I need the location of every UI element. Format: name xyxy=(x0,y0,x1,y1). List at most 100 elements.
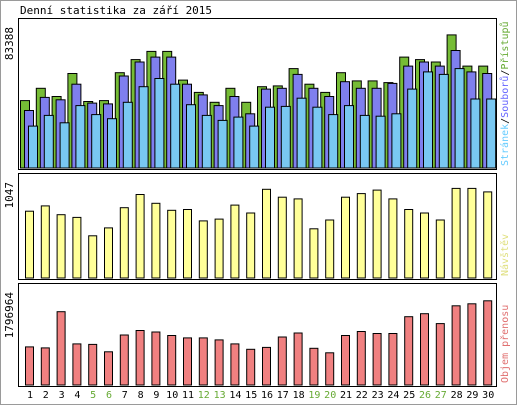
transfer-bar-objem-p-enosu-19 xyxy=(309,347,319,386)
traffic-bar-str-nek-1 xyxy=(28,125,38,169)
traffic-bar-str-nek-14 xyxy=(233,116,244,169)
traffic-bar-str-nek-11 xyxy=(186,104,196,169)
x-tick-label-14: 14 xyxy=(229,390,241,401)
x-tick-label-20: 20 xyxy=(324,390,336,401)
traffic-bar-str-nek-12 xyxy=(201,114,212,169)
visitors-bar-n-v-t-v-12 xyxy=(198,220,208,279)
x-tick-label-1: 1 xyxy=(27,390,33,401)
transfer-bar-objem-p-enosu-14 xyxy=(230,343,240,386)
traffic-bar-str-nek-30 xyxy=(486,98,497,169)
traffic-bar-str-nek-8 xyxy=(138,86,149,169)
transfer-bar-objem-p-enosu-9 xyxy=(151,331,161,386)
traffic-bar-str-nek-16 xyxy=(265,106,275,169)
visitors-bar-n-v-t-v-17 xyxy=(277,196,287,279)
x-tick-label-10: 10 xyxy=(166,390,178,401)
transfer-bar-objem-p-enosu-29 xyxy=(467,303,477,386)
traffic-bar-str-nek-25 xyxy=(407,88,418,169)
transfer-bar-objem-p-enosu-24 xyxy=(388,333,398,386)
x-tick-label-7: 7 xyxy=(122,390,128,401)
traffic-bar-str-nek-29 xyxy=(470,98,481,169)
x-tick-label-26: 26 xyxy=(419,390,431,401)
traffic-bar-str-nek-22 xyxy=(359,114,370,169)
transfer-bar-objem-p-enosu-3 xyxy=(56,311,66,386)
transfer-bar-objem-p-enosu-7 xyxy=(119,334,129,386)
transfer-bar-objem-p-enosu-1 xyxy=(25,346,34,386)
visitors-bar-n-v-t-v-7 xyxy=(119,207,129,279)
transfer-bar-objem-p-enosu-17 xyxy=(277,336,287,386)
traffic-bar-str-nek-27 xyxy=(438,73,449,169)
visitors-bar-n-v-t-v-5 xyxy=(88,235,98,279)
x-tick-label-24: 24 xyxy=(387,390,399,401)
visitors-bar-n-v-t-v-13 xyxy=(214,218,224,279)
x-tick-label-9: 9 xyxy=(153,390,159,401)
x-tick-label-29: 29 xyxy=(466,390,478,401)
x-tick-label-21: 21 xyxy=(340,390,352,401)
visitors-bar-n-v-t-v-11 xyxy=(183,209,192,279)
x-tick-label-18: 18 xyxy=(293,390,305,401)
x-tick-label-22: 22 xyxy=(356,390,368,401)
visitors-bar-n-v-t-v-8 xyxy=(135,194,145,279)
transfer-bar-objem-p-enosu-28 xyxy=(451,305,461,386)
transfer-legend: Objem přenosu xyxy=(499,305,511,383)
traffic-bar-str-nek-5 xyxy=(91,114,102,169)
traffic-max-label: 83388 xyxy=(3,27,16,60)
visitors-bar-n-v-t-v-24 xyxy=(388,198,398,279)
transfer-bar-objem-p-enosu-4 xyxy=(72,343,82,386)
traffic-bar-str-nek-3 xyxy=(59,122,70,169)
traffic-bar-str-nek-28 xyxy=(454,68,465,169)
transfer-bar-objem-p-enosu-2 xyxy=(40,347,50,386)
traffic-legend-entry: / xyxy=(500,70,511,76)
transfer-bar-objem-p-enosu-12 xyxy=(198,337,208,386)
visitors-legend-entry: Návštěv xyxy=(499,234,511,276)
visitors-max-label: 1047 xyxy=(3,182,16,209)
visitors-bar-n-v-t-v-16 xyxy=(262,188,271,279)
transfer-bar-objem-p-enosu-22 xyxy=(356,331,366,386)
transfer-bar-objem-p-enosu-26 xyxy=(420,313,429,386)
visitors-bar-n-v-t-v-20 xyxy=(325,219,335,279)
traffic-bar-str-nek-26 xyxy=(423,71,433,169)
transfer-bar-objem-p-enosu-16 xyxy=(262,346,271,386)
traffic-legend-entry: Přístupů xyxy=(499,21,511,69)
x-tick-label-11: 11 xyxy=(182,390,194,401)
traffic-legend-entry: Stránek xyxy=(499,124,511,166)
transfer-bar-objem-p-enosu-6 xyxy=(104,351,113,386)
x-tick-label-23: 23 xyxy=(372,390,384,401)
traffic-bar-str-nek-21 xyxy=(344,105,354,169)
x-tick-label-13: 13 xyxy=(214,390,226,401)
x-tick-label-8: 8 xyxy=(138,390,144,401)
traffic-bar-str-nek-6 xyxy=(107,118,117,169)
transfer-bar-objem-p-enosu-30 xyxy=(483,300,493,386)
traffic-legend-entry: Souborů xyxy=(499,76,511,118)
visitors-bar-n-v-t-v-4 xyxy=(72,216,82,279)
transfer-bar-objem-p-enosu-27 xyxy=(435,323,445,386)
traffic-bar-str-nek-4 xyxy=(75,105,86,169)
x-tick-label-27: 27 xyxy=(435,390,447,401)
visitors-bar-n-v-t-v-25 xyxy=(404,209,414,279)
visitors-bar-n-v-t-v-3 xyxy=(56,214,66,279)
visitors-bar-n-v-t-v-28 xyxy=(451,187,461,279)
transfer-bar-objem-p-enosu-15 xyxy=(246,348,256,386)
x-tick-label-12: 12 xyxy=(198,390,210,401)
x-tick-label-5: 5 xyxy=(90,390,96,401)
transfer-bar-objem-p-enosu-10 xyxy=(167,335,177,386)
traffic-bar-str-nek-18 xyxy=(296,97,307,169)
transfer-bar-objem-p-enosu-13 xyxy=(214,339,224,386)
x-tick-label-16: 16 xyxy=(261,390,273,401)
transfer-bar-objem-p-enosu-11 xyxy=(183,337,192,386)
traffic-bar-str-nek-17 xyxy=(280,105,291,169)
traffic-bar-str-nek-10 xyxy=(170,83,181,169)
traffic-legend-entry: / xyxy=(500,118,511,124)
visitors-bar-n-v-t-v-18 xyxy=(293,198,303,279)
transfer-bar-objem-p-enosu-25 xyxy=(404,316,414,386)
x-tick-label-19: 19 xyxy=(308,390,320,401)
traffic-bar-str-nek-24 xyxy=(391,113,402,169)
traffic-bar-str-nek-19 xyxy=(312,106,323,169)
visitors-bar-n-v-t-v-2 xyxy=(40,205,50,279)
visitors-bar-n-v-t-v-10 xyxy=(167,209,177,279)
transfer-bar-objem-p-enosu-5 xyxy=(88,343,98,386)
x-tick-label-28: 28 xyxy=(451,390,463,401)
transfer-bar-objem-p-enosu-21 xyxy=(341,335,350,386)
visitors-bar-n-v-t-v-30 xyxy=(483,191,493,279)
x-tick-label-3: 3 xyxy=(59,390,65,401)
